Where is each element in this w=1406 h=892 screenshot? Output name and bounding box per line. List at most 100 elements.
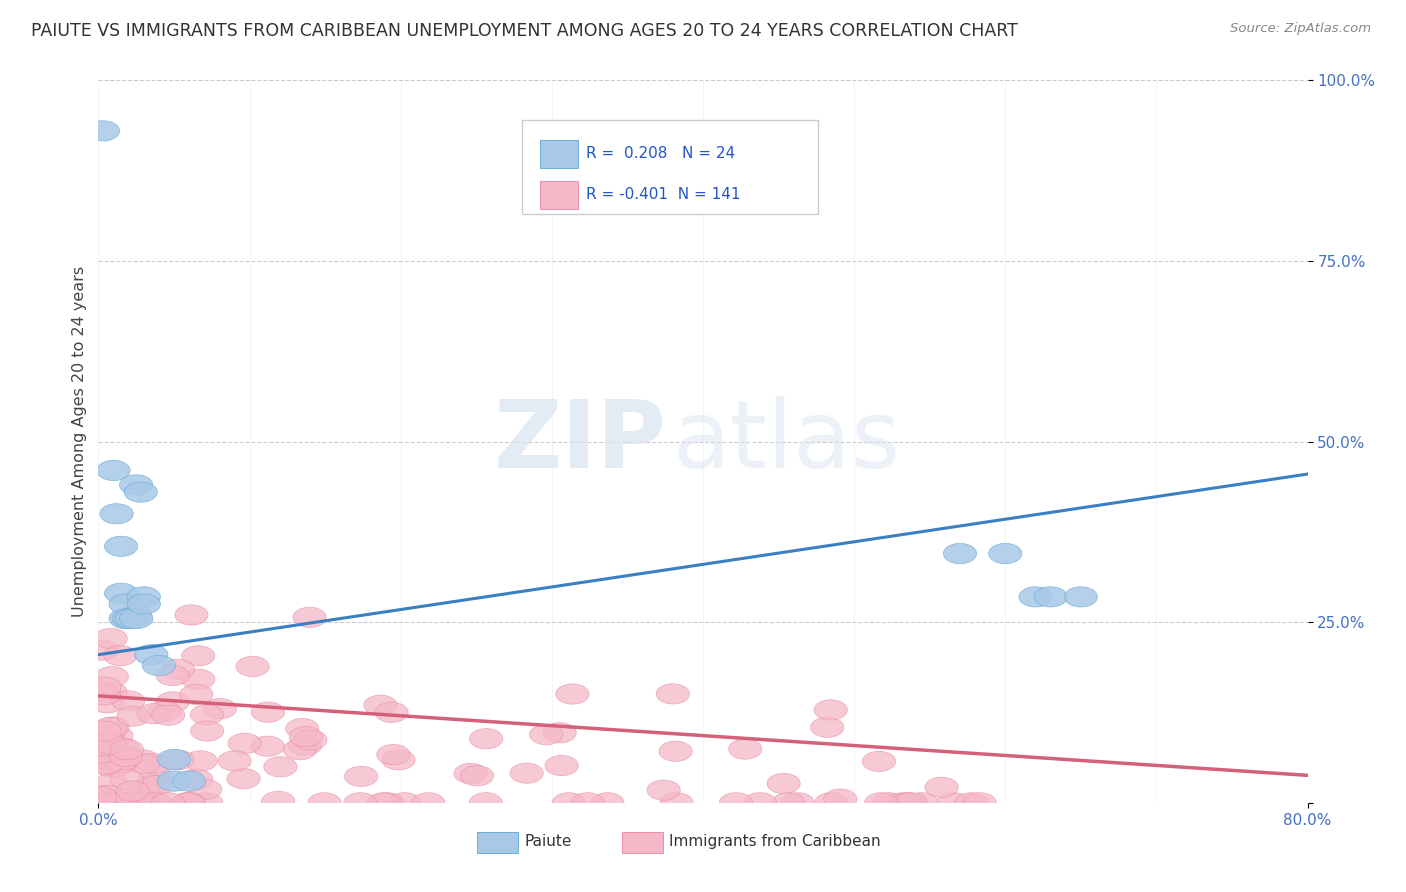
Ellipse shape	[96, 772, 128, 793]
Ellipse shape	[180, 769, 212, 789]
Ellipse shape	[905, 793, 938, 813]
Ellipse shape	[308, 793, 342, 813]
Ellipse shape	[110, 747, 142, 767]
Ellipse shape	[1019, 587, 1052, 607]
Ellipse shape	[142, 656, 176, 675]
FancyBboxPatch shape	[621, 832, 664, 853]
Ellipse shape	[160, 750, 194, 770]
Ellipse shape	[94, 682, 127, 702]
Ellipse shape	[91, 693, 124, 713]
Ellipse shape	[162, 659, 194, 680]
Ellipse shape	[190, 705, 224, 725]
Ellipse shape	[93, 734, 127, 754]
Ellipse shape	[138, 793, 170, 813]
Ellipse shape	[1033, 587, 1067, 607]
Ellipse shape	[236, 657, 269, 677]
Ellipse shape	[180, 684, 214, 705]
Ellipse shape	[454, 764, 488, 783]
Text: ZIP: ZIP	[494, 395, 666, 488]
Ellipse shape	[184, 751, 217, 771]
Ellipse shape	[188, 780, 222, 799]
Ellipse shape	[720, 793, 752, 813]
FancyBboxPatch shape	[540, 181, 578, 209]
Ellipse shape	[283, 739, 316, 760]
Ellipse shape	[290, 727, 322, 747]
Ellipse shape	[388, 793, 422, 813]
Ellipse shape	[555, 684, 589, 704]
Ellipse shape	[127, 754, 160, 773]
Ellipse shape	[103, 793, 136, 813]
Ellipse shape	[865, 793, 898, 813]
Ellipse shape	[285, 718, 319, 739]
Ellipse shape	[91, 732, 125, 753]
Ellipse shape	[124, 793, 156, 813]
Ellipse shape	[824, 789, 856, 809]
Ellipse shape	[963, 793, 997, 813]
Ellipse shape	[571, 793, 605, 813]
Ellipse shape	[364, 695, 396, 715]
Ellipse shape	[104, 583, 138, 603]
Ellipse shape	[292, 607, 326, 627]
Ellipse shape	[891, 793, 925, 813]
Ellipse shape	[659, 741, 692, 762]
Ellipse shape	[129, 779, 162, 798]
Ellipse shape	[97, 460, 131, 481]
Ellipse shape	[204, 698, 236, 719]
FancyBboxPatch shape	[477, 832, 517, 853]
Ellipse shape	[925, 777, 957, 797]
Ellipse shape	[1064, 587, 1098, 607]
Ellipse shape	[110, 739, 143, 760]
Ellipse shape	[96, 756, 128, 777]
Ellipse shape	[543, 723, 576, 743]
Ellipse shape	[148, 701, 181, 722]
Y-axis label: Unemployment Among Ages 20 to 24 years: Unemployment Among Ages 20 to 24 years	[72, 266, 87, 617]
Ellipse shape	[117, 706, 150, 726]
Ellipse shape	[84, 743, 118, 764]
Ellipse shape	[90, 793, 122, 813]
Ellipse shape	[264, 756, 297, 777]
Ellipse shape	[460, 765, 494, 786]
Ellipse shape	[370, 793, 404, 813]
Ellipse shape	[772, 793, 806, 813]
Ellipse shape	[127, 594, 160, 615]
Ellipse shape	[226, 769, 260, 789]
Ellipse shape	[86, 793, 120, 813]
Ellipse shape	[87, 736, 120, 756]
Ellipse shape	[101, 756, 134, 776]
Ellipse shape	[591, 793, 624, 813]
Ellipse shape	[412, 793, 444, 813]
Ellipse shape	[470, 793, 502, 813]
Ellipse shape	[91, 722, 125, 741]
Ellipse shape	[294, 730, 326, 750]
Ellipse shape	[136, 754, 170, 773]
Ellipse shape	[814, 793, 848, 813]
Ellipse shape	[83, 793, 117, 813]
Ellipse shape	[89, 754, 122, 774]
Ellipse shape	[728, 739, 762, 759]
Ellipse shape	[252, 736, 284, 756]
Ellipse shape	[104, 536, 138, 557]
Ellipse shape	[988, 543, 1022, 564]
Ellipse shape	[89, 677, 121, 697]
Ellipse shape	[86, 120, 120, 141]
Ellipse shape	[252, 702, 284, 723]
Ellipse shape	[89, 721, 121, 741]
Ellipse shape	[190, 721, 224, 741]
Ellipse shape	[139, 776, 173, 796]
Ellipse shape	[262, 791, 295, 812]
Ellipse shape	[111, 690, 145, 711]
Ellipse shape	[110, 594, 142, 615]
Ellipse shape	[96, 717, 129, 737]
Text: Source: ZipAtlas.com: Source: ZipAtlas.com	[1230, 22, 1371, 36]
Ellipse shape	[218, 751, 252, 771]
Ellipse shape	[780, 793, 814, 813]
Ellipse shape	[110, 769, 143, 789]
Ellipse shape	[84, 748, 117, 768]
Ellipse shape	[862, 751, 896, 772]
Ellipse shape	[530, 724, 562, 745]
Text: Immigrants from Caribbean: Immigrants from Caribbean	[669, 834, 880, 848]
Ellipse shape	[94, 628, 128, 648]
Ellipse shape	[86, 640, 118, 660]
Ellipse shape	[108, 793, 142, 813]
FancyBboxPatch shape	[540, 140, 578, 169]
